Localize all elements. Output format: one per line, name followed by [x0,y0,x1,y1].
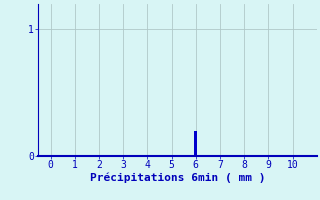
Bar [194,131,197,156]
X-axis label: Précipitations 6min ( mm ): Précipitations 6min ( mm ) [90,173,265,183]
